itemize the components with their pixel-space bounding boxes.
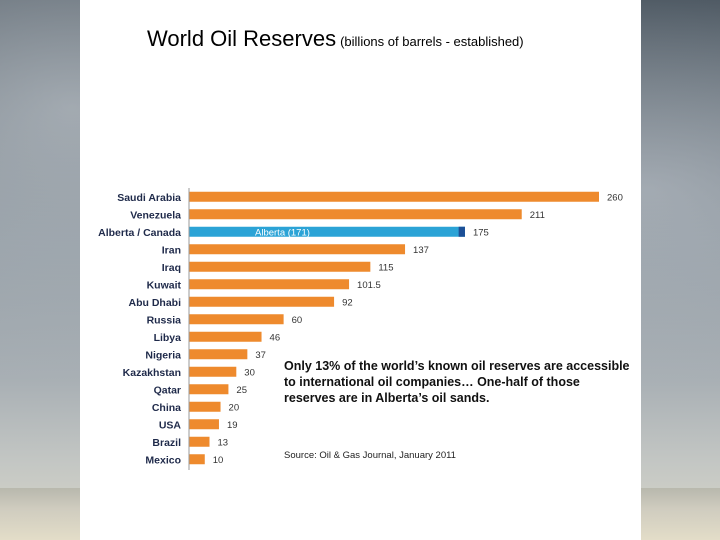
- bar: [189, 384, 229, 395]
- bar: [189, 279, 350, 290]
- category-label: Iran: [162, 244, 181, 256]
- category-label: Saudi Arabia: [117, 192, 181, 204]
- category-label: Libya: [154, 332, 182, 344]
- category-label: Alberta / Canada: [98, 227, 181, 239]
- value-label: 92: [342, 297, 353, 308]
- value-label: 211: [530, 210, 545, 221]
- value-label: 101.5: [357, 280, 381, 291]
- annotation-note: Only 13% of the world’s known oil reserv…: [284, 359, 630, 405]
- value-label: 19: [227, 420, 238, 431]
- category-label: Nigeria: [145, 349, 181, 361]
- bar: [189, 366, 237, 377]
- bar: [189, 244, 406, 255]
- bar-inner-label: Alberta (171): [255, 227, 310, 238]
- bar-highlight-cap: [458, 226, 465, 237]
- value-label: 37: [255, 350, 266, 361]
- category-label: Russia: [147, 314, 182, 326]
- bar: [189, 314, 284, 325]
- title-subtitle: (billions of barrels - established): [340, 34, 524, 49]
- bar: [189, 191, 599, 202]
- value-label: 60: [292, 315, 303, 326]
- value-label: 25: [236, 385, 247, 396]
- value-label: 137: [413, 245, 429, 256]
- bar: [189, 349, 248, 360]
- category-label: Venezuela: [130, 209, 181, 221]
- value-label: 260: [607, 192, 623, 203]
- bar: [189, 401, 221, 412]
- bar: [189, 296, 335, 307]
- value-label: 30: [244, 367, 255, 378]
- category-label: Kuwait: [147, 279, 182, 291]
- bar: [189, 436, 210, 447]
- value-label: 115: [378, 262, 393, 273]
- category-label: Qatar: [154, 384, 181, 396]
- value-label: 13: [218, 437, 229, 448]
- value-label: 10: [213, 455, 224, 466]
- source-note: Source: Oil & Gas Journal, January 2011: [284, 450, 456, 461]
- chart-title: World Oil Reserves (billions of barrels -…: [147, 26, 524, 52]
- bar: [189, 209, 522, 220]
- bar: [189, 331, 262, 342]
- bar: [189, 419, 219, 430]
- category-label: Abu Dhabi: [129, 297, 182, 309]
- bar: [189, 261, 371, 272]
- category-label: Iraq: [162, 262, 181, 274]
- value-label: 175: [473, 227, 489, 238]
- bar: [189, 226, 465, 237]
- bar: [189, 454, 205, 465]
- value-label: 46: [270, 332, 281, 343]
- category-label: Brazil: [152, 437, 181, 449]
- category-label: USA: [159, 419, 182, 431]
- category-label: Mexico: [145, 454, 181, 466]
- category-label: Kazakhstan: [123, 367, 181, 379]
- category-label: China: [152, 402, 181, 414]
- title-main: World Oil Reserves: [147, 26, 337, 51]
- value-label: 20: [229, 402, 240, 413]
